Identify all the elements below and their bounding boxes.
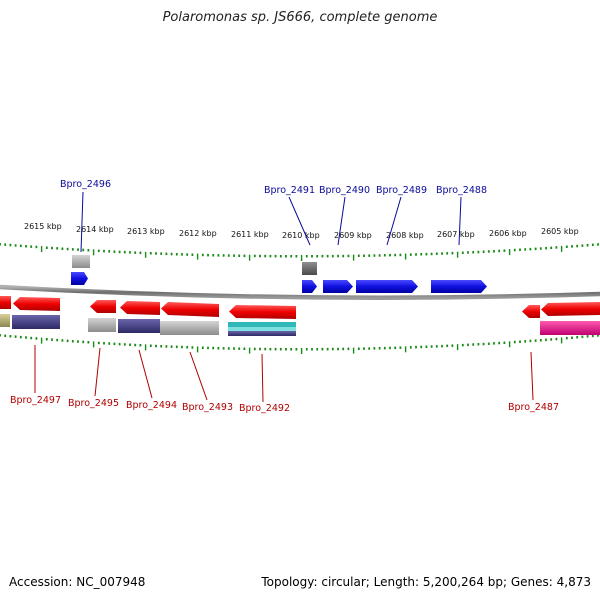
gene-bpro-2487[interactable]	[541, 302, 600, 316]
leader-2492	[261, 353, 264, 403]
kbp-label-2608: 2608 kbp	[386, 231, 424, 240]
leader-2494	[138, 349, 153, 399]
gene-left-edge[interactable]	[0, 296, 11, 309]
cog-box-2492-purple[interactable]	[228, 331, 296, 336]
label-bpro-2491[interactable]: Bpro_2491	[264, 185, 315, 196]
gene-bpro-2495[interactable]	[90, 300, 116, 313]
kbp-labels: 2615 kbp 2614 kbp 2613 kbp 2612 kbp 2611…	[24, 222, 579, 240]
kbp-label-2605: 2605 kbp	[541, 227, 579, 236]
forward-genes	[71, 272, 487, 293]
genome-summary-text: Topology: circular; Length: 5,200,264 bp…	[261, 575, 591, 589]
cog-box-left-edge[interactable]	[0, 314, 10, 327]
kbp-label-2609: 2609 kbp	[334, 231, 372, 240]
gene-bpro-2491[interactable]	[302, 280, 317, 293]
gene-bpro-2497[interactable]	[13, 297, 60, 311]
label-bpro-2493[interactable]: Bpro_2493	[182, 402, 233, 413]
gene-bpro-2493[interactable]	[161, 302, 219, 317]
leader-2493	[189, 351, 208, 401]
map-title: Polaromonas sp. JS666, complete genome	[162, 10, 438, 25]
cog-box-2491[interactable]	[302, 262, 317, 275]
reverse-genes	[0, 296, 600, 319]
kbp-label-2612: 2612 kbp	[179, 229, 217, 238]
leader-2495	[94, 347, 101, 397]
gene-labels-top: Bpro_2496 Bpro_2491 Bpro_2490 Bpro_2489 …	[60, 179, 487, 196]
kbp-label-2614: 2614 kbp	[76, 225, 114, 234]
cog-box-2494[interactable]	[118, 319, 160, 333]
kbp-label-2607: 2607 kbp	[437, 230, 475, 239]
cog-box-2496[interactable]	[72, 255, 90, 268]
cog-strip-bottom	[0, 314, 600, 336]
gene-bpro-2488[interactable]	[431, 280, 487, 293]
cog-box-2492-cyan[interactable]	[228, 327, 296, 331]
genome-backbone	[0, 284, 600, 300]
label-bpro-2489[interactable]: Bpro_2489	[376, 185, 427, 196]
gene-bpro-2490[interactable]	[323, 280, 353, 293]
gene-bpro-2494[interactable]	[120, 301, 160, 315]
kbp-label-2610: 2610 kbp	[282, 231, 320, 240]
label-bpro-2487[interactable]: Bpro_2487	[508, 402, 559, 413]
gene-bpro-2487-small[interactable]	[522, 305, 540, 318]
label-bpro-2488[interactable]: Bpro_2488	[436, 185, 487, 196]
cog-box-2487[interactable]	[540, 321, 600, 335]
kbp-label-2611: 2611 kbp	[231, 230, 269, 239]
kbp-label-2615: 2615 kbp	[24, 222, 62, 231]
accession-text: Accession: NC_007948	[9, 575, 146, 589]
kbp-label-2606: 2606 kbp	[489, 229, 527, 238]
leader-2487	[530, 351, 534, 401]
gene-labels-bottom: Bpro_2497 Bpro_2495 Bpro_2494 Bpro_2493 …	[10, 395, 559, 414]
leader-2490	[337, 196, 346, 246]
label-bpro-2497[interactable]: Bpro_2497	[10, 395, 61, 406]
label-bpro-2490[interactable]: Bpro_2490	[319, 185, 370, 196]
label-bpro-2495[interactable]: Bpro_2495	[68, 398, 119, 409]
leader-2489	[386, 196, 402, 246]
gene-bpro-2492[interactable]	[229, 305, 296, 319]
cog-box-2497[interactable]	[12, 315, 60, 329]
cog-box-2493[interactable]	[160, 321, 219, 335]
cog-box-2492-teal[interactable]	[228, 322, 296, 327]
label-bpro-2496[interactable]: Bpro_2496	[60, 179, 111, 190]
label-bpro-2494[interactable]: Bpro_2494	[126, 400, 177, 411]
leader-2496	[80, 191, 84, 253]
gene-bpro-2496[interactable]	[71, 272, 88, 285]
cog-box-2495[interactable]	[88, 318, 116, 332]
tick-rows	[0, 243, 599, 354]
kbp-label-2613: 2613 kbp	[127, 227, 165, 236]
leader-2488	[458, 196, 462, 246]
label-bpro-2492[interactable]: Bpro_2492	[239, 403, 290, 414]
leader-2491	[288, 196, 311, 246]
gene-bpro-2489[interactable]	[356, 280, 418, 293]
